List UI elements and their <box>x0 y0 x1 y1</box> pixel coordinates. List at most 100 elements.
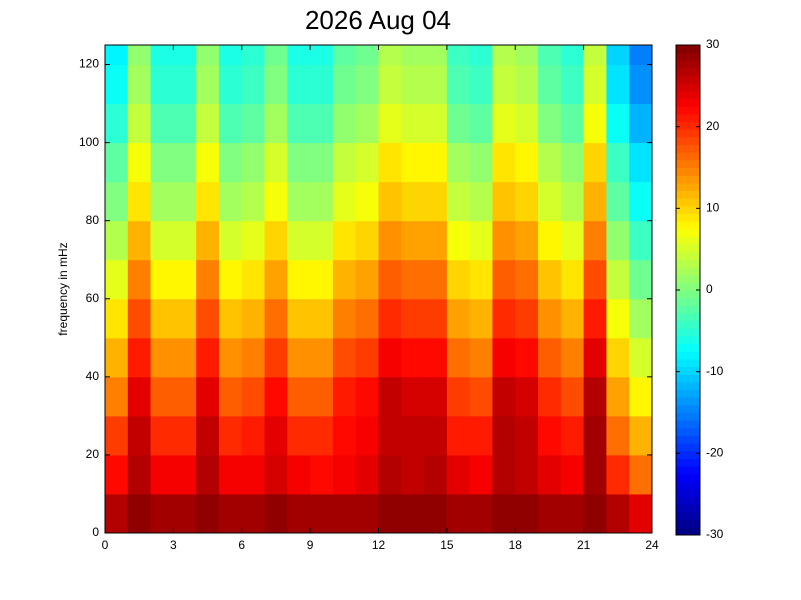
colorbar-segment <box>676 381 700 391</box>
heatmap-cell <box>469 493 493 534</box>
heatmap-cell <box>355 103 379 144</box>
heatmap-cell <box>538 103 562 144</box>
colorbar-tick-label: 20 <box>706 119 720 133</box>
heatmap-cell <box>241 337 266 378</box>
colorbar-segment <box>676 67 700 77</box>
y-tick-label: 40 <box>86 369 100 383</box>
heatmap-cell <box>287 376 311 417</box>
colorbar-segment <box>676 450 700 459</box>
heatmap-cell <box>606 415 630 456</box>
heatmap-cell <box>287 181 311 222</box>
heatmap-cell <box>196 493 220 534</box>
heatmap-cell <box>446 376 471 417</box>
heatmap-cell <box>173 298 197 339</box>
heatmap-cell <box>241 298 266 339</box>
colorbar-segment <box>676 182 700 191</box>
heatmap-cell <box>241 64 266 105</box>
heatmap-cell <box>150 415 174 456</box>
heatmap-cell <box>287 220 311 261</box>
heatmap-cell <box>264 493 288 534</box>
heatmap-cell <box>150 376 174 417</box>
heatmap-cell <box>287 64 311 105</box>
heatmap-cell <box>560 103 585 144</box>
heatmap-cell <box>469 376 493 417</box>
heatmap-cell <box>310 298 334 339</box>
heatmap-cell <box>469 45 493 66</box>
heatmap-cell <box>560 259 585 300</box>
heatmap-cell <box>355 415 379 456</box>
heatmap-cell <box>538 64 562 105</box>
heatmap-cell <box>355 181 379 222</box>
heatmap-cell <box>264 142 288 183</box>
heatmap-cell <box>492 259 516 300</box>
heatmap-cell <box>218 64 243 105</box>
heatmap-cell <box>583 259 607 300</box>
heatmap-cell <box>538 298 562 339</box>
heatmap-cell <box>105 376 129 417</box>
heatmap-cell <box>378 415 402 456</box>
colorbar-segment <box>676 328 700 337</box>
heatmap-cell <box>105 45 129 66</box>
heatmap-cell <box>378 45 402 66</box>
x-tick-label: 3 <box>170 538 177 552</box>
heatmap-cell <box>173 376 197 417</box>
heatmap-cell <box>378 220 402 261</box>
heatmap-cell <box>378 454 402 495</box>
heatmap-cell <box>264 337 288 378</box>
heatmap-cell <box>560 298 585 339</box>
heatmap-cell <box>469 454 493 495</box>
heatmap-cell <box>378 337 402 378</box>
heatmap-cell <box>310 259 334 300</box>
colorbar-segment <box>676 251 700 260</box>
heatmap-cell <box>515 415 539 456</box>
heatmap-cell <box>424 142 448 183</box>
heatmap-cell <box>127 64 152 105</box>
y-tick-label: 20 <box>86 447 100 461</box>
heatmap-cell <box>310 493 334 534</box>
heatmap-cell <box>583 142 607 183</box>
colorbar-segment <box>676 144 700 153</box>
heatmap-cell <box>127 181 152 222</box>
heatmap-cell <box>264 259 288 300</box>
heatmap-cell <box>560 376 585 417</box>
colorbar-segment <box>676 297 700 306</box>
heatmap-cell <box>310 45 334 66</box>
heatmap-cell <box>196 337 220 378</box>
heatmap-cell <box>629 415 653 456</box>
heatmap-cell <box>241 181 266 222</box>
heatmap-cell <box>196 298 220 339</box>
x-tick-label: 9 <box>307 538 314 552</box>
colorbar-segment <box>676 343 700 352</box>
heatmap-cell <box>218 181 243 222</box>
heatmap-cell <box>469 259 493 300</box>
heatmap-cell <box>196 259 220 300</box>
heatmap-cell <box>401 181 425 222</box>
colorbar-segment <box>676 290 700 299</box>
heatmap-cell <box>105 64 129 105</box>
heatmap-cell <box>606 337 630 378</box>
heatmap-cell <box>583 220 607 261</box>
colorbar-segment <box>676 527 700 536</box>
colorbar-segment <box>676 213 700 222</box>
heatmap-cell <box>560 45 585 66</box>
heatmap-cell <box>401 493 425 534</box>
heatmap-cell <box>583 337 607 378</box>
heatmap-cell <box>424 337 448 378</box>
heatmap-cell <box>310 103 334 144</box>
y-tick-label: 80 <box>86 213 100 227</box>
colorbar-segment <box>676 305 700 314</box>
heatmap-cell <box>492 454 516 495</box>
colorbar-segment <box>676 136 700 146</box>
colorbar-segment <box>676 267 700 276</box>
colorbar-segment <box>676 312 700 322</box>
heatmap-cell <box>264 45 288 66</box>
colorbar-segment <box>676 389 700 398</box>
heatmap-cell <box>173 64 197 105</box>
heatmap-cell <box>401 415 425 456</box>
heatmap-cell <box>218 103 243 144</box>
heatmap-cell <box>218 220 243 261</box>
x-tick-label: 0 <box>102 538 109 552</box>
heatmap-cell <box>332 298 357 339</box>
colorbar-segment <box>676 366 700 375</box>
x-tick-label: 12 <box>372 538 386 552</box>
